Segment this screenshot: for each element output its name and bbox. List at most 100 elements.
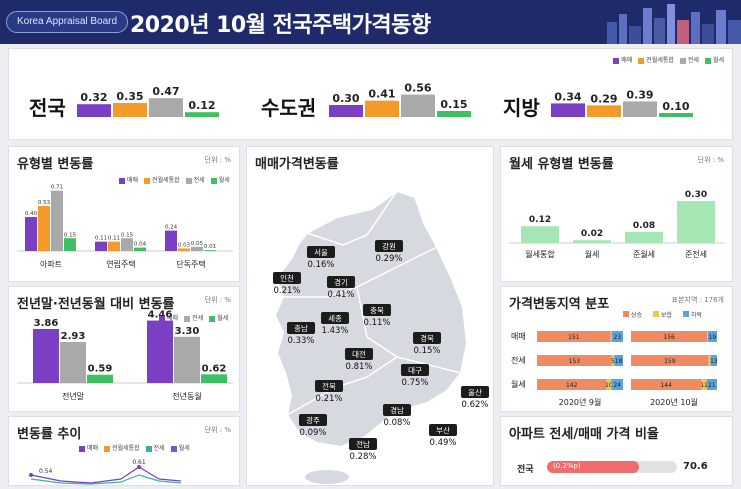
yoy-legend-2: 월세: [217, 315, 228, 322]
summary-bar-2-3: [659, 113, 693, 117]
type-category-1: 연립주택: [106, 259, 135, 269]
summary-bar-1-2: [401, 95, 435, 117]
dist-val-1-1-0: 159: [664, 358, 676, 365]
rent-category-1: 월세: [585, 249, 600, 259]
yoy-bar-0-1: [60, 342, 86, 383]
summary-label-2-1: 0.29: [590, 92, 617, 105]
yoy-category-1: 전년동월: [172, 391, 201, 401]
map-region-name-8: 대전: [352, 349, 366, 359]
ratio-value: 70.6: [683, 461, 708, 472]
summary-label-0-1: 0.35: [116, 90, 143, 103]
dist-val-0-1-0: 156: [663, 334, 675, 341]
type-label-0-1: 0.53: [38, 200, 51, 206]
dist-val-2-1-0: 144: [660, 382, 672, 389]
map-title: 매매가격변동률: [255, 153, 339, 172]
yoy-legend: 매매 전세 월세: [159, 313, 228, 322]
yoy-legend-0: 매매: [167, 315, 178, 322]
yoy-bar-0-2: [87, 375, 113, 383]
type-bar-1-3: [134, 248, 146, 251]
map-region-value-12: 0.08%: [383, 418, 410, 428]
dist-period-1: 2020년 10월: [650, 397, 698, 407]
map-region-value-3: 0.41%: [327, 290, 354, 300]
map-region-name-2: 인천: [280, 273, 294, 283]
legend-jeonse: 전세: [688, 57, 699, 64]
type-label-0-3: 0.15: [64, 232, 77, 238]
type-legend: 매매 전월세통합 전세 월세: [119, 175, 230, 184]
type-label-2-1: 0.03: [178, 242, 191, 248]
rent-bar-3: [677, 201, 715, 243]
rent-bar-2: [625, 232, 663, 243]
dist-legend-swatch-0: [623, 311, 629, 317]
type-bar-1-0: [95, 242, 107, 251]
summary-label-0-3: 0.12: [188, 99, 215, 112]
type-bar-1-2: [121, 238, 133, 251]
rent-unit: 단위 : %: [698, 155, 724, 165]
map-region-name-7: 경북: [420, 333, 434, 343]
summary-label-1-3: 0.15: [440, 98, 467, 111]
yoy-title: 전년말·전년동월 대비 변동률: [17, 293, 175, 312]
rent-category-3: 준전세: [685, 249, 707, 259]
dist-val-2-0-0: 142: [566, 382, 578, 389]
trend-label-1: 0.61: [132, 459, 146, 466]
rent-category-0: 월세통합: [525, 249, 555, 259]
legend-composite: 전월세통합: [646, 57, 674, 64]
dist-val-0-0-0: 151: [568, 334, 580, 341]
type-label-1-0: 0.11: [95, 236, 107, 242]
yoy-label-0-1: 2.93: [61, 331, 86, 342]
dist-unit: 표본지역 : 176개: [672, 295, 724, 305]
dist-legend-2: 하락: [691, 311, 703, 319]
rent-label-0: 0.12: [529, 215, 551, 225]
summary-label-2-2: 0.39: [626, 88, 653, 101]
dist-period-0: 2020년 9월: [559, 397, 602, 407]
type-label-0-0: 0.40: [25, 211, 38, 217]
type-legend-3: 월세: [219, 177, 230, 184]
type-category-2: 단독주택: [176, 259, 205, 269]
trend-legend-1: 전월세통합: [112, 445, 140, 452]
type-label-2-0: 0.24: [165, 225, 178, 231]
type-title: 유형별 변동률: [17, 153, 93, 172]
summary-bar-0-2: [149, 98, 183, 117]
type-label-1-1: 0.11: [108, 236, 120, 242]
type-bar-2-0: [165, 231, 177, 251]
ratio-row-label: 전국: [517, 462, 534, 475]
map-region-name-6: 충남: [294, 324, 308, 333]
map-region-name-5: 세종: [328, 314, 342, 323]
region-name-0: 전국: [29, 96, 66, 120]
dist-legend-1: 보합: [661, 311, 673, 319]
yoy-label-1-2: 0.62: [202, 363, 227, 374]
dist-seg-0-0-1: [611, 331, 612, 342]
page-title: 2020년 10월 전국주택가격동향: [130, 7, 431, 39]
map-region-value-13: 0.09%: [299, 428, 326, 438]
yoy-bar-1-2: [201, 374, 227, 383]
trend-point-0: [29, 473, 33, 477]
map-region-value-2: 0.21%: [273, 286, 300, 296]
summary-bar-1-1: [365, 101, 399, 117]
dist-val-2-0-2: 24: [613, 382, 621, 389]
summary-bar-0-0: [77, 104, 111, 117]
summary-label-0-0: 0.32: [80, 91, 107, 104]
rent-title: 월세 유형별 변동률: [509, 153, 614, 172]
map-region-value-10: 0.21%: [315, 394, 342, 404]
trend-legend-2: 전세: [154, 445, 165, 452]
ratio-bar-label: (0.2%p): [553, 462, 581, 470]
type-unit: 단위 : %: [205, 155, 231, 165]
map-region-value-14: 0.49%: [429, 438, 456, 448]
rent-label-3: 0.30: [685, 190, 707, 200]
map-region-value-4: 0.11%: [363, 318, 390, 328]
dist-val-0-1-2: 19: [709, 334, 717, 341]
korea-map: 서울0.16%강원0.29%인천0.21%경기0.41%충북0.11%세종1.4…: [247, 147, 493, 485]
yoy-unit: 단위 : %: [205, 295, 231, 305]
map-region-name-12: 경남: [390, 405, 404, 415]
yoy-legend-1: 전세: [192, 315, 203, 322]
ratio-title: 아파트 전세/매매 가격 비율: [509, 423, 659, 442]
type-legend-1: 전월세통합: [152, 177, 180, 184]
dist-val-0-0-2: 23: [614, 334, 622, 341]
summary-label-1-1: 0.41: [368, 88, 395, 101]
type-bar-2-2: [191, 247, 203, 251]
summary-bar-2-1: [587, 105, 621, 117]
trend-unit: 단위 : %: [205, 425, 231, 435]
